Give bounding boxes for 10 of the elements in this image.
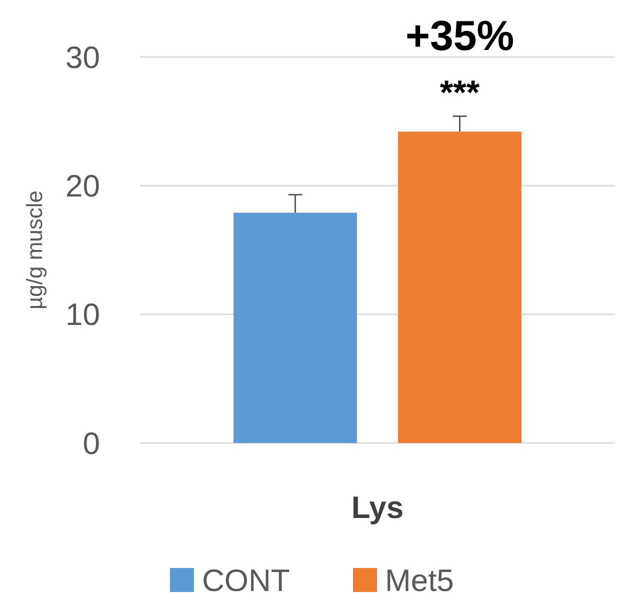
legend-label: CONT <box>202 562 290 598</box>
x-tick-label: Lys <box>351 490 404 525</box>
y-tick-label: 10 <box>66 297 100 332</box>
legend-label: Met5 <box>385 562 454 598</box>
annotation: *** <box>440 74 480 112</box>
annotation: +35% <box>405 12 514 60</box>
y-axis-title: µg/g muscle <box>22 190 47 310</box>
y-tick-label: 0 <box>82 426 100 461</box>
y-tick-label: 30 <box>66 40 100 75</box>
y-tick-label: 20 <box>66 168 100 204</box>
